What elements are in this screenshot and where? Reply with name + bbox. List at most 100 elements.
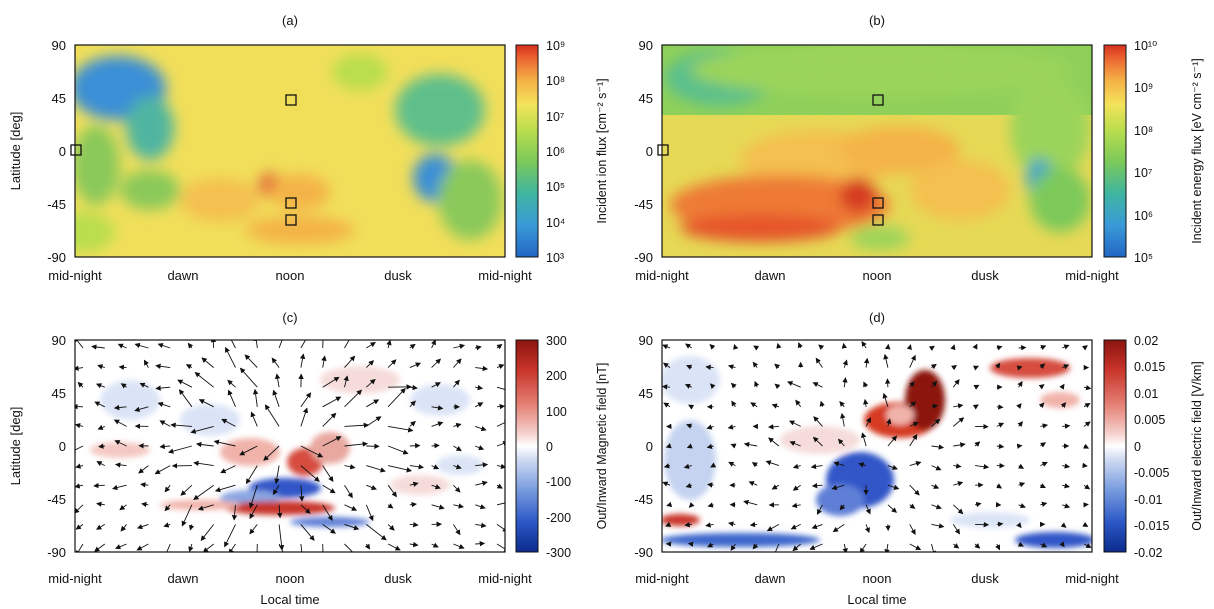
field-arrow xyxy=(253,340,260,349)
panel-a-heatmap xyxy=(75,45,505,257)
colorbar-tick-label: 10⁹ xyxy=(1134,81,1153,95)
field-arrow xyxy=(300,340,307,349)
field-arrow xyxy=(431,421,444,427)
field-arrow xyxy=(665,443,672,449)
field-arrow xyxy=(996,521,1004,527)
field-arrow xyxy=(705,522,714,528)
field-arrow xyxy=(322,504,333,521)
field-arrow xyxy=(475,522,487,528)
field-arrow xyxy=(815,357,823,368)
x-tick-label: dusk xyxy=(971,268,999,283)
field-arrow xyxy=(931,444,945,450)
field-arrow xyxy=(278,543,284,552)
field-arrow xyxy=(119,504,127,511)
colorbar-ticks: 0.02 0.015 0.01 0.005 0 -0.005 -0.01 -0.… xyxy=(1134,334,1169,560)
panel-d-x-ticks: mid-night dawn noon dusk mid-night xyxy=(635,571,1119,586)
field-arrow xyxy=(344,464,356,470)
field-arrow xyxy=(120,383,127,389)
field-arrow xyxy=(772,543,780,552)
x-tick-label: mid-night xyxy=(478,268,532,283)
panel-c-ylabel: Latitude [deg] xyxy=(8,407,23,486)
field-arrow xyxy=(387,503,394,509)
field-arrow xyxy=(909,381,915,388)
field-arrow xyxy=(299,353,306,368)
field-arrow xyxy=(730,382,737,389)
field-arrow xyxy=(663,402,671,408)
field-arrow xyxy=(164,504,171,512)
colorbar-tick-label: 10⁵ xyxy=(1134,251,1153,265)
field-arrow xyxy=(974,441,981,447)
field-arrow xyxy=(136,543,149,551)
field-arrow xyxy=(300,524,315,541)
field-arrow xyxy=(996,483,1003,489)
field-arrow xyxy=(409,541,419,548)
field-arrow xyxy=(789,440,801,447)
colorbar-tick-label: -0.02 xyxy=(1134,546,1163,560)
field-arrow xyxy=(431,464,440,470)
field-arrow xyxy=(475,445,485,451)
field-arrow xyxy=(705,364,714,370)
field-arrow xyxy=(387,484,397,498)
field-arrow xyxy=(453,503,464,509)
field-arrow xyxy=(94,401,105,408)
field-arrow xyxy=(996,422,1005,428)
field-arrow xyxy=(706,443,714,450)
field-arrow xyxy=(365,504,374,522)
panel-a: (a) L xyxy=(8,13,609,283)
field-arrow xyxy=(181,504,193,527)
colorbar-tick-label: 10³ xyxy=(546,251,564,265)
field-arrow xyxy=(1083,402,1091,409)
field-arrow xyxy=(1018,503,1026,509)
panel-d-left-label: Out/Inward Magnetic field [nT] xyxy=(595,363,609,530)
colorbar-tick-label: -0.015 xyxy=(1134,519,1169,533)
field-arrow xyxy=(409,384,418,391)
field-arrow xyxy=(686,364,693,370)
field-arrow xyxy=(366,484,377,490)
field-arrow xyxy=(662,362,671,368)
field-arrow xyxy=(833,461,845,467)
field-arrow xyxy=(884,543,890,552)
field-arrow xyxy=(409,343,416,350)
field-arrow xyxy=(972,343,978,350)
field-arrow xyxy=(178,389,193,408)
field-arrow xyxy=(431,484,441,490)
field-arrow xyxy=(91,344,105,350)
field-arrow xyxy=(364,543,371,550)
field-arrow xyxy=(1018,463,1025,469)
field-arrow xyxy=(453,422,462,429)
field-arrow xyxy=(386,340,392,349)
field-arrow xyxy=(663,463,671,469)
colorbar-ramp xyxy=(1103,44,1127,258)
field-arrow xyxy=(475,425,487,432)
field-arrow xyxy=(774,383,781,390)
field-arrow xyxy=(250,411,258,427)
panel-d-y-ticks: 90 45 0 -45 -90 xyxy=(634,333,653,560)
field-arrow xyxy=(754,380,760,388)
x-tick-label: dawn xyxy=(754,571,785,586)
field-arrow xyxy=(1081,345,1088,351)
field-arrow xyxy=(840,412,846,427)
field-arrow xyxy=(75,463,84,469)
field-arrow xyxy=(811,523,823,530)
field-arrow xyxy=(809,543,823,550)
field-arrow xyxy=(973,384,980,390)
field-arrow xyxy=(496,343,503,350)
field-arrow xyxy=(1039,483,1046,489)
colorbar-tick-label: -0.01 xyxy=(1134,493,1163,507)
panel-c-xlabel: Local time xyxy=(260,592,319,607)
field-arrow xyxy=(1017,380,1023,388)
field-arrow xyxy=(707,482,714,488)
field-arrow xyxy=(909,543,922,551)
field-arrow xyxy=(159,420,171,427)
field-arrow xyxy=(771,403,780,409)
field-arrow xyxy=(365,360,375,368)
field-arrow xyxy=(792,484,801,491)
colorbar-ramp xyxy=(515,339,539,553)
field-arrow xyxy=(953,463,962,469)
panel-c-frame xyxy=(74,339,506,553)
field-arrow xyxy=(300,392,312,408)
field-arrow xyxy=(298,485,305,502)
field-arrow xyxy=(475,365,489,372)
field-arrow xyxy=(810,463,823,470)
panel-d-vector-field xyxy=(662,340,1092,552)
